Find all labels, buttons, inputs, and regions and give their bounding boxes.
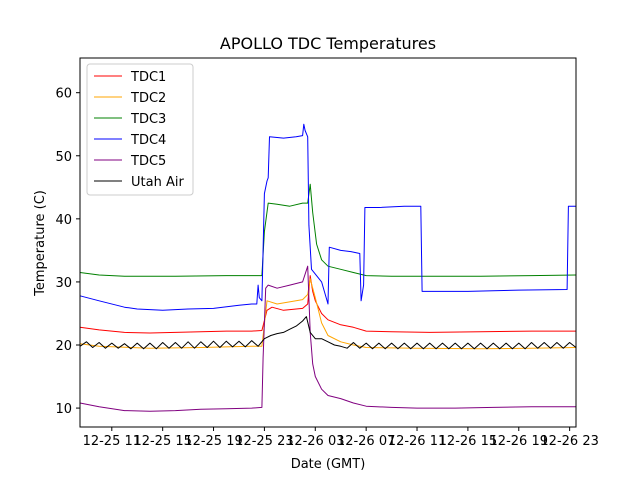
y-tick-label: 30 [55,276,72,291]
x-tick-label: 12-26 07 [337,434,395,449]
legend-label: TDC1 [130,70,166,85]
series-line-3 [79,183,577,277]
legend-label: TDC3 [130,112,166,127]
y-tick-label: 20 [55,339,72,354]
x-tick-label: 12-26 15 [439,434,497,449]
x-tick-label: 12-26 11 [388,434,446,449]
legend-label: Utah Air [131,175,184,190]
x-tick-label: 12-26 23 [540,434,598,449]
y-tick-label: 40 [55,213,72,228]
x-tick-label: 12-26 19 [490,434,548,449]
x-tick-label: 12-25 15 [133,434,191,449]
x-axis-label: Date (GMT) [291,457,366,472]
x-tick-label: 12-26 03 [286,434,344,449]
series-line-2 [79,278,577,350]
x-tick-label: 12-25 19 [184,434,242,449]
series-line-5 [79,265,576,412]
series-line-4 [79,123,576,311]
chart-title: APOLLO TDC Temperatures [220,34,436,53]
y-axis-label: Temperature (C) [33,190,48,297]
y-tick-label: 60 [55,87,72,102]
series-line-6 [79,316,577,350]
series-line-1 [79,275,576,334]
y-tick-label: 50 [55,150,72,165]
x-tick-label: 12-25 11 [83,434,141,449]
plot-area [79,57,577,428]
legend: TDC1 TDC2 TDC3 TDC4 TDC5 Utah Air [86,63,194,196]
legend-label: TDC4 [130,133,166,148]
legend-label: TDC5 [130,154,166,169]
y-tick-label: 10 [55,402,72,417]
series-layer [79,123,577,412]
x-tick-label: 12-25 23 [235,434,293,449]
legend-label: TDC2 [130,91,166,106]
